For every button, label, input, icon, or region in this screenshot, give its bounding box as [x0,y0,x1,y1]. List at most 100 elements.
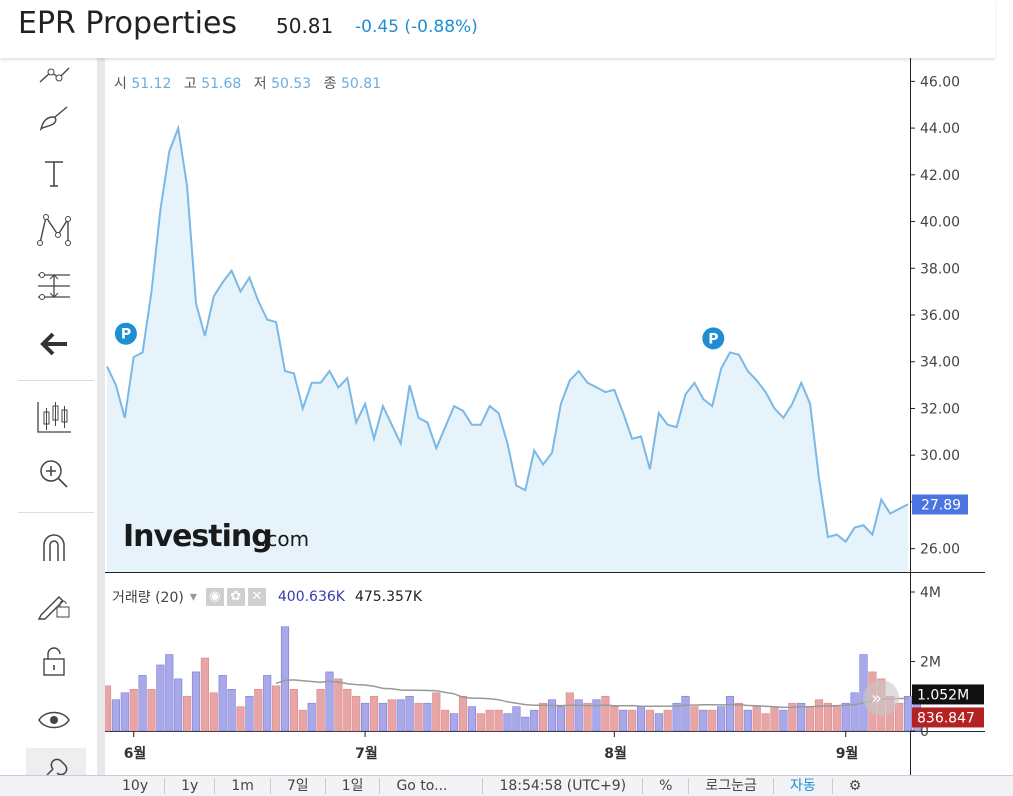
settings-icon[interactable]: ✿ [226,588,245,606]
auto-scale-toggle[interactable]: 자동 [774,778,833,794]
volume-bar [191,671,201,732]
volume-bar [814,699,824,732]
volume-bar [743,709,752,732]
trend-line-tool-icon[interactable] [32,56,76,96]
text-tool-icon[interactable] [32,154,76,194]
volume-bar [547,699,557,732]
volume-bar [530,709,539,732]
volume-bar [361,702,370,732]
range-1d[interactable]: 1일 [326,778,381,794]
volume-bar [200,657,209,732]
pattern-tool-icon[interactable] [32,210,76,250]
chevron-down-icon[interactable]: ▾ [189,589,197,605]
chart-area[interactable]: 26.0028.0030.0032.0034.0036.0038.0040.00… [102,58,995,775]
volume-bar [850,692,859,732]
volume-bar [343,688,352,732]
volume-bar [458,695,468,732]
volume-bar [138,675,147,732]
volume-bar [512,706,521,732]
close-value: 50.81 [341,76,382,92]
y-tick-label: 26.00 [920,542,960,558]
zoom-in-icon[interactable] [32,454,76,494]
range-1y[interactable]: 1y [165,778,216,794]
volume-bar [254,688,263,732]
volume-bar [574,699,583,732]
scroll-latest-icon [863,680,899,716]
volume-bar [645,709,654,732]
x-tick-label: 6월 [124,745,147,762]
volume-tick-label: 0 [920,724,929,740]
low-value: 50.53 [271,76,312,92]
volume-bar [485,709,494,732]
volume-bar [218,675,227,732]
price-line [106,124,909,544]
event-marker [114,322,137,345]
settings-gear-icon[interactable]: ⚙ [848,778,862,794]
volume-bar [770,706,779,732]
volume-bar [111,699,120,732]
volume-bar [183,695,192,732]
volume-ma-line [275,679,908,709]
close-icon[interactable]: ✕ [247,588,266,606]
x-tick-label: 9월 [836,745,859,762]
volume-bar [378,702,387,732]
volume-bar [832,706,841,732]
volume-tick-label: 4M [920,585,941,601]
investing-logo-suffix: .com [260,527,309,551]
last-value-box [912,494,968,515]
range-1m[interactable]: 1m [215,778,271,794]
price-change: -0.45 (-0.88%) [355,17,478,37]
volume-bar [610,706,619,732]
chart-type-icon[interactable] [32,398,76,438]
sidebar-splitter[interactable] [97,58,105,775]
volume-bar [619,709,628,732]
drawing-toolbar [0,56,97,788]
volume-bar [396,699,405,732]
volume-bar [174,678,183,732]
volume-bar [708,709,717,732]
magnet-icon[interactable] [32,528,76,568]
volume-bar [156,664,165,732]
range-7d[interactable]: 7일 [271,778,326,794]
volume-bar [325,671,334,732]
measure-tool-icon[interactable] [32,266,76,306]
volume-bar [165,654,174,732]
event-marker-label: P [708,331,718,347]
volume-bar [414,702,423,732]
volume-bar [841,702,850,732]
volume-bar [592,699,601,732]
volume-bar [307,702,316,732]
right-margin [995,58,1013,775]
volume-bar [681,695,690,732]
volume-bar [387,699,396,732]
volume-bar [209,692,218,732]
volume-bar [761,713,770,732]
arrow-back-icon[interactable] [32,324,76,364]
range-10y[interactable]: 10y [106,778,166,794]
volume-bar [699,709,708,732]
volume-bar [521,716,530,732]
volume-bar [441,709,450,732]
volume-bar [450,713,459,732]
clock: 18:54:58 (UTC+9) [483,778,644,794]
volume-bar [236,706,245,732]
log-scale-toggle[interactable]: 로그눈금 [689,778,774,794]
volume-ma-box [912,707,984,728]
eye-icon[interactable] [32,700,76,740]
open-value: 51.12 [131,76,172,92]
eye-toggle-icon[interactable]: ◉ [205,588,224,606]
volume-bar [494,709,503,732]
volume-ma-label: 836.847 [917,710,975,726]
volume-bar [289,688,298,732]
brush-tool-icon[interactable] [32,98,76,138]
percent-toggle[interactable]: % [643,778,690,794]
volume-bar [628,709,637,732]
event-marker-label: P [121,327,131,343]
price-chart[interactable]: 26.0028.0030.0032.0034.0036.0038.0040.00… [102,58,995,775]
goto-button[interactable]: Go to... [380,778,484,794]
lock-drawing-icon[interactable] [32,584,76,624]
volume-bar [272,685,281,732]
y-tick-label: 34.00 [920,355,960,371]
unlock-icon[interactable] [32,642,76,682]
volume-bar [369,695,379,732]
